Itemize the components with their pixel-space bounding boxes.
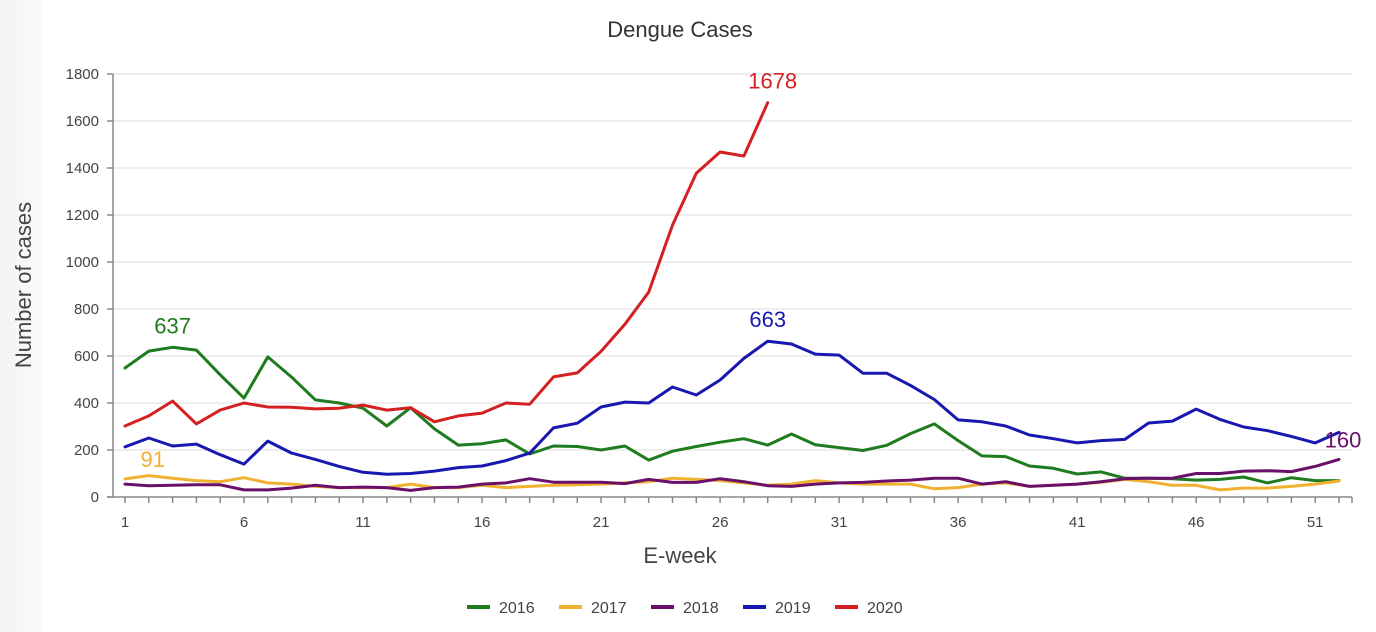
y-tick-label: 1400 [66,160,99,177]
x-tick-label: 31 [831,514,848,531]
legend-label: 2020 [867,600,903,617]
y-tick-label: 200 [74,442,99,459]
legend-item-2018[interactable]: 2018 [651,600,719,617]
legend-label: 2018 [683,600,719,617]
page-margin [0,0,42,632]
legend-label: 2016 [499,600,535,617]
data-label-2019: 663 [749,307,786,332]
series-line-2020 [123,101,770,428]
data-label-2017: 91 [141,447,165,472]
y-axis-title: Number of cases [11,202,36,368]
y-tick-labels: 0 200 400 600 800 1000 1200 1400 1600 1800 [66,66,99,506]
x-tick-label: 51 [1307,514,1324,531]
y-tick-label: 1200 [66,207,99,224]
data-label-2018: 160 [1325,427,1362,452]
x-tick-label: 6 [240,514,248,531]
x-tick-label: 21 [593,514,610,531]
y-tick-label: 1000 [66,254,99,271]
x-tick-labels: 1 6 11 16 21 26 31 36 41 46 51 [121,514,1324,531]
chart-title: Dengue Cases [607,17,753,42]
y-tick-label: 600 [74,348,99,365]
gridlines [113,73,1352,451]
y-tick-label: 400 [74,395,99,412]
x-tick-label: 36 [950,514,967,531]
y-tick-label: 1600 [66,113,99,130]
axes [107,73,1353,503]
x-tick-label: 1 [121,514,129,531]
x-tick-label: 11 [355,514,371,531]
legend-label: 2019 [775,600,811,617]
series-lines [123,101,1341,492]
y-tick-label: 0 [91,489,99,506]
legend-item-2017[interactable]: 2017 [559,600,627,617]
legend-item-2020[interactable]: 2020 [835,600,903,617]
y-tick-label: 800 [74,301,99,318]
data-label-2020: 1678 [748,69,797,94]
legend-item-2016[interactable]: 2016 [467,600,535,617]
series-line-2019 [123,339,1341,476]
y-tick-label: 1800 [66,66,99,83]
data-labels: 637 91 160 663 1678 [141,69,1362,472]
legend: 2016 2017 2018 2019 2020 [467,600,903,617]
x-tick-label: 16 [474,514,491,531]
x-axis-title: E-week [643,543,717,568]
legend-label: 2017 [591,600,627,617]
data-label-2016: 637 [154,313,191,338]
x-tick-label: 46 [1188,514,1205,531]
x-tick-label: 41 [1069,514,1086,531]
legend-item-2019[interactable]: 2019 [743,600,811,617]
x-tick-label: 26 [712,514,729,531]
series-line-2018 [123,457,1341,492]
